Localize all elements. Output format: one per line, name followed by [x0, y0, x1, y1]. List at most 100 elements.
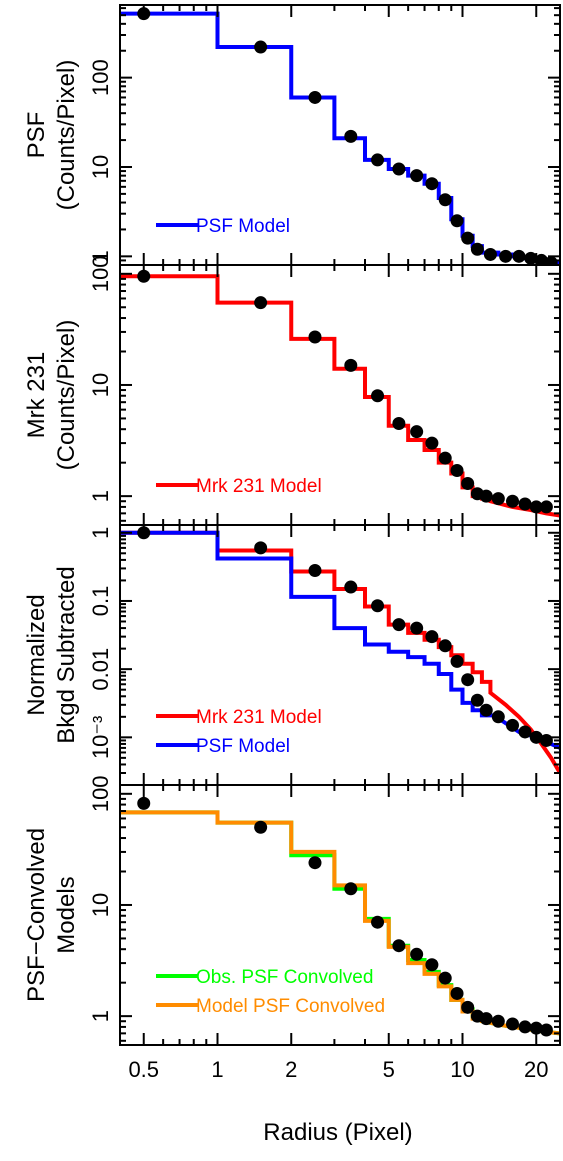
data-point-normalized: [539, 733, 553, 747]
y-tick-label-convolved: 1: [88, 1010, 113, 1022]
panel-normalized: 10⁻³ 0.01 0.1 1 Normalized Bkgd Subtracted Mrk…: [23, 524, 561, 786]
series-line-normalized-0: [120, 530, 560, 775]
y-tick-label-normalized: 0.01: [88, 648, 113, 691]
y-axis-label-mrk231: Mrk 231: [23, 352, 50, 439]
data-point-psf: [308, 90, 322, 104]
data-point-normalized: [461, 673, 475, 687]
data-point-normalized: [438, 639, 452, 653]
y-axis-label-line2-mrk231: (Counts/Pixel): [53, 320, 80, 471]
y-axis-label-line2-convolved: Models: [53, 876, 80, 953]
data-point-normalized: [491, 710, 505, 724]
data-point-psf: [344, 129, 358, 143]
y-tick-label-normalized: 1: [88, 527, 113, 539]
y-tick-label-mrk231: 1: [88, 490, 113, 502]
data-point-convolved: [491, 1014, 505, 1028]
data-point-convolved: [529, 1021, 543, 1035]
panel-data: [120, 526, 560, 775]
data-point-convolved: [539, 1023, 553, 1037]
data-point-convolved: [506, 1017, 520, 1031]
data-point-convolved: [371, 915, 385, 929]
y-tick-label-convolved: 100: [88, 775, 113, 812]
y-axis-label-normalized: Normalized: [23, 594, 50, 715]
y-tick-label-normalized: 10⁻³: [88, 716, 113, 759]
data-point-mrk231: [506, 494, 520, 508]
data-point-mrk231: [254, 296, 268, 310]
data-point-psf: [410, 169, 424, 183]
data-point-convolved: [438, 971, 452, 985]
data-point-psf: [499, 249, 513, 263]
y-tick-label-mrk231: 10: [88, 373, 113, 397]
x-tick-label: 2: [285, 1057, 297, 1082]
data-point-normalized: [425, 630, 439, 644]
data-point-normalized: [450, 654, 464, 668]
y-tick-label-psf: 100: [88, 59, 113, 96]
data-point-convolved: [344, 882, 358, 896]
data-point-psf: [470, 242, 484, 256]
data-point-normalized: [470, 693, 484, 707]
data-point-normalized: [410, 621, 424, 635]
series-line-mrk231-0: [120, 274, 560, 518]
x-tick-label: 5: [383, 1057, 395, 1082]
data-point-normalized: [518, 725, 532, 739]
data-point-mrk231: [438, 451, 452, 465]
data-point-psf: [438, 193, 452, 207]
y-tick-label-convolved: 10: [88, 893, 113, 917]
data-point-normalized: [344, 580, 358, 594]
data-point-mrk231: [425, 436, 439, 450]
data-point-normalized: [371, 599, 385, 613]
data-point-mrk231: [410, 425, 424, 439]
x-tick-label: 1: [211, 1057, 223, 1082]
data-point-convolved: [308, 856, 322, 870]
data-point-psf: [254, 40, 268, 54]
y-axis-label-convolved: PSF−Convolved: [23, 828, 50, 1002]
legend-label-psf: PSF Model: [196, 216, 290, 237]
x-tick-label: 10: [450, 1057, 474, 1082]
data-point-convolved: [137, 796, 151, 810]
y-tick-label-psf: 10: [88, 155, 113, 179]
data-point-normalized: [392, 618, 406, 632]
data-point-psf: [483, 247, 497, 261]
data-point-mrk231: [539, 500, 553, 514]
y-axis-label-line2-psf: (Counts/Pixel): [53, 60, 80, 211]
y-tick-label-normalized: 0.1: [88, 586, 113, 617]
data-point-convolved: [392, 939, 406, 953]
data-point-convolved: [254, 820, 268, 834]
legend-label-convolved: Obs. PSF Convolved: [196, 967, 373, 988]
panel-psf: 1 10 100 PSF (Counts/Pixel) PSF Model: [23, 4, 561, 266]
data-point-convolved: [461, 1000, 475, 1014]
data-point-mrk231: [344, 358, 358, 372]
x-tick-label: 0.5: [128, 1057, 159, 1082]
data-point-normalized: [529, 730, 543, 744]
y-tick-label-psf: 1: [88, 250, 113, 262]
legend-label-normalized: PSF Model: [196, 736, 290, 757]
data-point-mrk231: [392, 417, 406, 431]
legend-label-convolved: Model PSF Convolved: [196, 996, 385, 1017]
data-point-normalized: [479, 703, 493, 717]
data-point-psf: [512, 249, 526, 263]
data-point-mrk231: [518, 497, 532, 511]
data-point-mrk231: [450, 464, 464, 478]
panel-data: [120, 796, 560, 1037]
data-point-mrk231: [461, 476, 475, 490]
data-point-psf: [450, 214, 464, 228]
data-point-convolved: [518, 1020, 532, 1034]
data-point-convolved: [425, 958, 439, 972]
legend-label-normalized: Mrk 231 Model: [196, 707, 322, 728]
y-axis-label-psf: PSF: [23, 112, 50, 159]
data-point-psf: [461, 231, 475, 245]
panel-data: [120, 269, 560, 518]
data-point-psf: [371, 153, 385, 167]
data-point-convolved: [479, 1012, 493, 1026]
data-point-convolved: [450, 986, 464, 1000]
data-point-psf: [425, 177, 439, 191]
data-point-mrk231: [371, 389, 385, 403]
data-point-psf: [524, 251, 538, 265]
panel-mrk231: 1 10 100 Mrk 231 (Counts/Pixel) Mrk 231 Model: [23, 255, 561, 526]
y-tick-label-mrk231: 100: [88, 255, 113, 292]
data-point-mrk231: [491, 492, 505, 506]
data-point-mrk231: [479, 489, 493, 503]
data-point-psf: [544, 256, 558, 265]
data-point-normalized: [506, 718, 520, 732]
data-point-normalized: [254, 541, 268, 555]
